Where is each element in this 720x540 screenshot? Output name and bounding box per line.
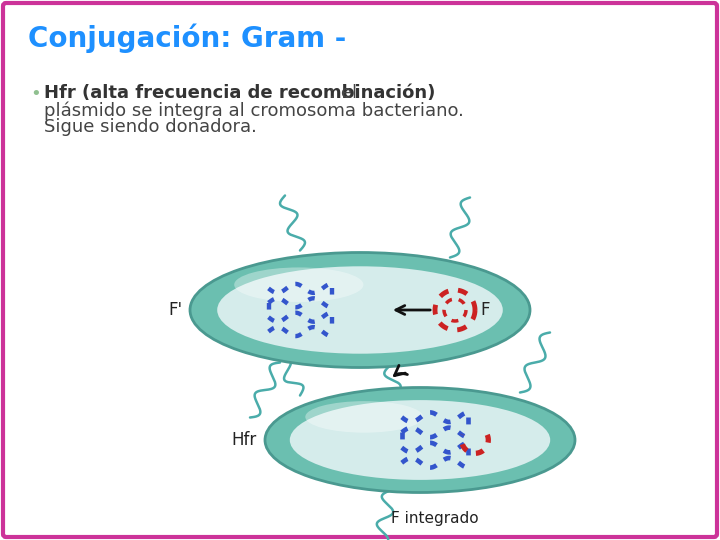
Text: Conjugación: Gram -: Conjugación: Gram - bbox=[28, 23, 346, 53]
Text: F integrado: F integrado bbox=[391, 510, 479, 525]
Ellipse shape bbox=[190, 253, 530, 368]
Text: plásmido se integra al cromosoma bacteriano.: plásmido se integra al cromosoma bacteri… bbox=[44, 101, 464, 119]
Ellipse shape bbox=[234, 267, 364, 302]
FancyArrowPatch shape bbox=[395, 366, 408, 376]
Text: Hfr (alta frecuencia de recombinación): Hfr (alta frecuencia de recombinación) bbox=[44, 84, 436, 102]
Ellipse shape bbox=[265, 388, 575, 492]
FancyBboxPatch shape bbox=[3, 3, 717, 537]
Ellipse shape bbox=[289, 400, 550, 480]
Text: : el: : el bbox=[329, 84, 357, 102]
Text: Hfr: Hfr bbox=[232, 431, 257, 449]
Text: F': F' bbox=[168, 301, 182, 319]
Text: F: F bbox=[480, 301, 490, 319]
Text: Sigue siendo donadora.: Sigue siendo donadora. bbox=[44, 118, 257, 136]
Ellipse shape bbox=[217, 266, 503, 354]
Text: •: • bbox=[30, 85, 41, 103]
Ellipse shape bbox=[305, 401, 423, 433]
